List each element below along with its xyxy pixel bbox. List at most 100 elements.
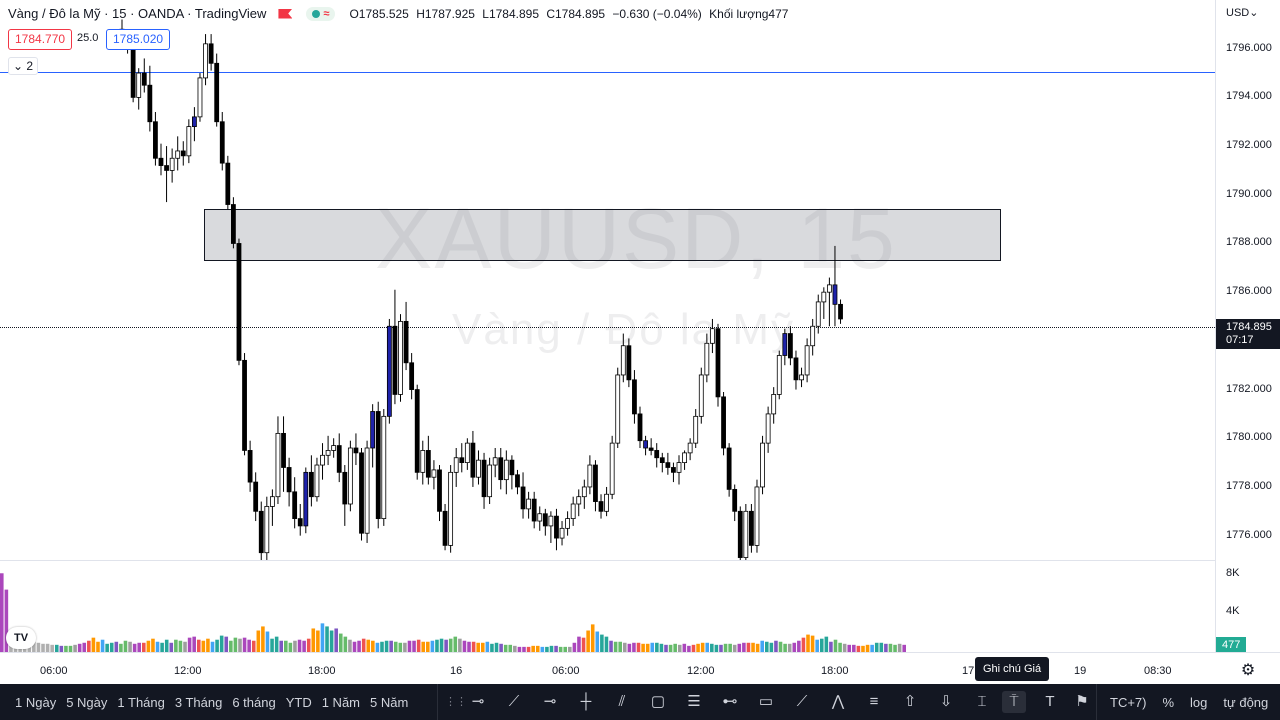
arrow-up-icon[interactable]: ⇧ [903,693,917,710]
open-value: O1785.525 [349,6,409,21]
time-label: 12:00 [174,665,202,677]
chart-legend: Vàng / Đô la Mỹ · 15 · OANDA · TradingVi… [8,6,792,21]
candle [192,107,197,142]
range-3m[interactable]: 3 Tháng [174,694,223,710]
percent-scale-button[interactable]: % [1162,694,1175,710]
candle [236,238,242,366]
volume-bar [508,644,513,652]
range-1d[interactable]: 1 Ngày [15,694,57,710]
volume-bar [563,646,568,652]
auto-scale-button[interactable]: tự động [1223,694,1269,710]
parallel-channel-icon[interactable]: ⫽ [618,693,626,710]
current-volume-label: 477 [1216,637,1246,653]
vertical-line-icon[interactable]: ┼ [580,693,592,710]
volume-bar [435,639,439,652]
volume-bar [4,589,9,652]
currency-selector[interactable]: USD⌄ [1226,7,1259,19]
close-value: C1784.895 [546,6,606,21]
volume-bar [728,643,732,652]
drag-handle-icon[interactable]: ⋮⋮ [445,696,467,708]
volume-bar [352,641,357,652]
candle [208,34,214,71]
price-chart-pane[interactable]: XAUUSD, 15 Vàng / Đô la Mỹ Vàng / Đô la … [0,0,1215,560]
sell-button[interactable]: 1784.770 [8,29,73,50]
candle [258,501,264,560]
range-1y[interactable]: 1 Năm [321,694,361,710]
volume-bar [742,642,746,652]
price-tick: 1780.000 [1226,431,1272,444]
volume-bar [261,626,265,652]
volume-bar [178,640,183,652]
volume-pane[interactable] [0,560,1215,652]
pattern-icon[interactable]: ⋀ [831,693,845,710]
arrow-down-icon[interactable]: ⇩ [939,693,953,710]
rectangle-icon[interactable]: ▢ [650,693,666,710]
price-range-icon[interactable]: ⊷ [722,693,738,710]
callout-icon[interactable]: ▭ [758,693,774,710]
price-tick: 1792.000 [1226,139,1272,152]
tradingview-logo[interactable]: TV [6,627,36,649]
candle [364,440,370,543]
horizontal-line-drawing[interactable] [0,72,1215,73]
price-tick: 1778.000 [1226,479,1272,492]
volume-bar [783,643,787,652]
range-1m[interactable]: 1 Tháng [117,694,165,710]
date-range-icon[interactable]: ⌶ [977,693,987,710]
rectangle-zone-drawing[interactable] [204,209,1001,261]
timezone-button[interactable]: TC+7) [1110,694,1147,710]
candle [654,443,660,468]
volume-bar [371,640,375,652]
brush-icon[interactable]: ⟋ [796,693,808,710]
volume-bar [531,645,535,652]
candle [398,314,403,402]
volume-bar [105,643,109,652]
volume-bar [87,640,91,652]
collapse-indicators-button[interactable]: ⌄ 2 [8,57,39,75]
symbol-title[interactable]: Vàng / Đô la Mỹ · 15 · OANDA · TradingVi… [8,6,267,21]
time-label: 18:00 [821,665,849,677]
range-5y[interactable]: 5 Năm [370,694,409,710]
flag-icon[interactable] [278,8,293,19]
candle [498,448,504,490]
volume-bar [554,645,558,652]
volume-bar [36,642,41,652]
fib-retracement-icon[interactable]: ☰ [687,693,701,710]
candle [141,58,147,93]
volume-bar [503,644,508,652]
volume-bar [265,631,270,652]
buy-button[interactable]: 1785.020 [106,29,171,50]
candle [671,462,676,483]
range-5d[interactable]: 5 Ngày [66,694,108,710]
volume-bar [888,643,893,652]
trend-line-icon[interactable]: ⊸ [471,693,485,710]
flag-mark-icon[interactable]: ⚑ [1075,693,1089,710]
volume-bar [430,640,435,652]
gear-icon[interactable]: ⚙ [1240,662,1256,679]
candle [648,438,654,456]
candle [331,438,337,458]
volume-bar [215,639,219,652]
volume-bar [714,644,719,652]
volume-bar [480,642,485,652]
text-icon[interactable]: T [1045,693,1055,710]
log-scale-button[interactable]: log [1190,694,1208,710]
price-note-tooltip: Ghi chú Giá [975,657,1050,681]
fib-extension-icon[interactable]: ≡ [869,693,879,710]
volume-bar [91,637,96,652]
time-axis[interactable]: 06:00 12:00 18:00 16 06:00 12:00 18:00 1… [0,652,1280,684]
volume-bar [696,643,700,652]
candle [788,326,793,366]
price-axis[interactable]: USD⌄ 1796.000 1794.000 1792.000 1790.000 178… [1215,0,1280,653]
time-label: 16 [450,665,463,677]
price-note-icon[interactable]: ⍑ [1002,691,1026,713]
volume-bar [412,640,416,652]
range-ytd[interactable]: YTD [285,694,312,710]
range-6m[interactable]: 6 tháng [232,694,276,710]
volume-bar [343,636,348,652]
market-status-pill[interactable]: ≈ [306,6,336,21]
horizontal-ray-icon[interactable]: ⊸ [543,693,557,710]
volume-bar [224,636,229,652]
ray-icon[interactable]: ⟋ [508,693,520,710]
volume-bar [586,630,590,652]
candle [147,65,153,132]
